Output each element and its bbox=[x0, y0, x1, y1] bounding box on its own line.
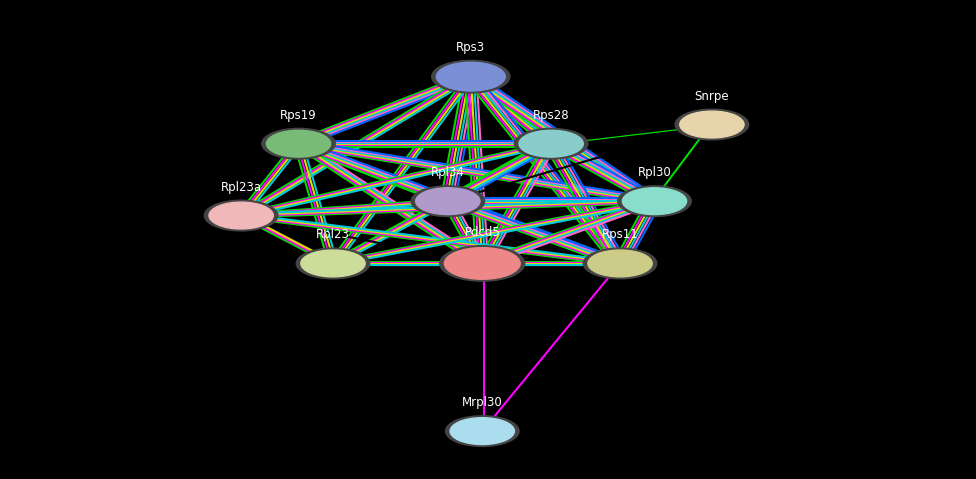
Circle shape bbox=[675, 109, 749, 140]
Circle shape bbox=[204, 200, 278, 231]
Circle shape bbox=[588, 250, 652, 277]
Circle shape bbox=[450, 418, 514, 445]
Circle shape bbox=[266, 130, 331, 157]
Text: Rps19: Rps19 bbox=[280, 109, 317, 122]
Circle shape bbox=[440, 246, 525, 281]
Circle shape bbox=[411, 186, 484, 217]
Circle shape bbox=[444, 248, 520, 279]
Text: Rpl34: Rpl34 bbox=[430, 166, 465, 179]
Circle shape bbox=[445, 416, 519, 446]
Circle shape bbox=[431, 60, 509, 93]
Circle shape bbox=[514, 128, 588, 159]
Text: Rps3: Rps3 bbox=[456, 41, 485, 54]
Circle shape bbox=[209, 202, 273, 229]
Text: Pdcd5: Pdcd5 bbox=[465, 226, 500, 239]
Circle shape bbox=[262, 128, 336, 159]
Text: Rpl30: Rpl30 bbox=[637, 166, 671, 179]
Circle shape bbox=[519, 130, 584, 157]
Circle shape bbox=[679, 111, 744, 138]
Circle shape bbox=[297, 248, 370, 279]
Circle shape bbox=[618, 186, 691, 217]
Text: Rpl23a: Rpl23a bbox=[221, 181, 262, 194]
Circle shape bbox=[584, 248, 657, 279]
Text: Rps28: Rps28 bbox=[533, 109, 569, 122]
Text: Mrpl30: Mrpl30 bbox=[462, 396, 503, 409]
Text: Snrpe: Snrpe bbox=[695, 90, 729, 103]
Text: Rpl23: Rpl23 bbox=[316, 228, 350, 241]
Circle shape bbox=[301, 250, 365, 277]
Circle shape bbox=[436, 62, 506, 91]
Circle shape bbox=[416, 188, 480, 215]
Circle shape bbox=[623, 188, 687, 215]
Text: Rps11: Rps11 bbox=[601, 228, 638, 241]
